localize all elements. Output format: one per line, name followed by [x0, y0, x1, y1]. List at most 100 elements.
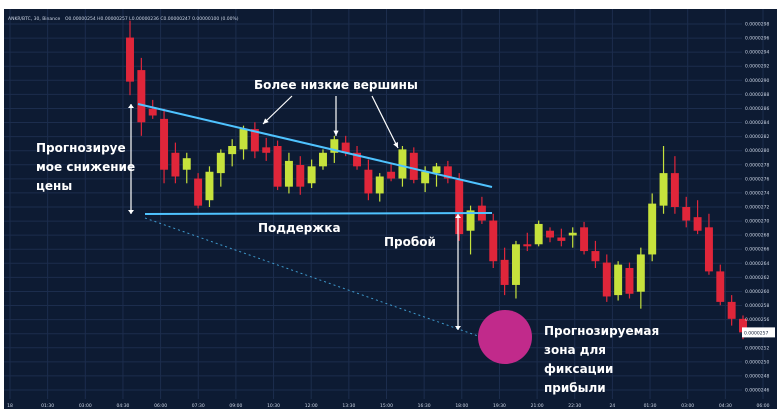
candle-body: [205, 171, 214, 201]
candle-body: [375, 176, 384, 194]
candle-bodies: [126, 37, 747, 333]
time-tick-label: 22:30: [568, 403, 581, 409]
candle-body: [262, 147, 271, 153]
candle-body: [239, 129, 248, 150]
candle-body: [353, 152, 362, 167]
candle-body: [739, 318, 747, 333]
overlays: [128, 95, 532, 364]
target-zone-label-line3: фиксации: [544, 362, 613, 376]
candle-body: [126, 37, 134, 82]
candle-body: [682, 207, 691, 221]
arrow-lower-high-1-head: [263, 118, 269, 124]
candle-body: [511, 244, 520, 285]
price-tick-label: 0.0000278: [745, 162, 769, 168]
time-tick-label: 03:00: [79, 403, 92, 409]
time-tick-label: 01:30: [644, 403, 657, 409]
candle-body: [591, 251, 600, 262]
time-tick-label: 21:00: [531, 403, 544, 409]
price-tick-label: 0.0000272: [745, 205, 769, 211]
time-tick-label: 10:30: [267, 403, 280, 409]
time-tick-label: 06:00: [154, 403, 167, 409]
price-tick-label: 0.0000276: [745, 176, 769, 182]
price-tick-label: 0.0000298: [745, 22, 769, 28]
price-tick-label: 0.0000262: [745, 275, 769, 281]
candle-body: [307, 166, 316, 184]
current-price-label: 0.0000257: [744, 330, 768, 336]
candle-body: [557, 237, 566, 241]
time-tick-label: 19:30: [493, 403, 506, 409]
target-measure-line-head: [455, 214, 461, 218]
arrow-lower-high-3-head: [393, 142, 398, 148]
candle-body: [546, 230, 554, 238]
arrow-lower-high-2-head: [333, 130, 339, 136]
candle-body: [137, 70, 146, 123]
candle-body: [704, 227, 713, 272]
price-tick-label: 0.0000264: [745, 261, 769, 267]
price-tick-label: 0.0000260: [745, 289, 769, 295]
lower-highs-label: Более низкие вершины: [254, 78, 418, 92]
drop-measure-line-head: [128, 104, 134, 108]
candle-body: [228, 146, 237, 155]
candle-body: [489, 220, 498, 262]
price-tick-label: 0.0000248: [745, 373, 769, 379]
candle-body: [319, 152, 327, 167]
arrow-lower-high-3: [371, 95, 399, 149]
price-tick-label: 0.0000256: [745, 317, 769, 323]
candle-body: [330, 139, 339, 153]
price-tick-label: 0.0000284: [745, 120, 769, 126]
predict-drop-label-line1: Прогнозируе: [36, 141, 126, 155]
candle-body: [171, 152, 180, 177]
candle-body: [443, 166, 452, 179]
candle-body: [648, 203, 657, 255]
time-tick-label: 13:30: [342, 403, 355, 409]
price-tick-label: 0.0000270: [745, 219, 769, 225]
candle-body: [273, 146, 282, 187]
candle-body: [500, 259, 509, 285]
candle-body: [432, 166, 441, 174]
candle-body: [659, 173, 668, 206]
price-tick-label: 0.0000268: [745, 233, 769, 239]
candle-body: [625, 268, 634, 294]
candle-body: [148, 108, 157, 116]
candle-body: [341, 142, 350, 153]
candle-body: [523, 244, 532, 247]
candle-body: [602, 262, 611, 297]
time-tick-label: 04:30: [719, 403, 732, 409]
predict-drop-label-line3: цены: [36, 179, 72, 193]
price-tick-label: 0.0000266: [745, 247, 769, 253]
candle-body: [580, 227, 589, 252]
price-tick-label: 0.0000250: [745, 359, 769, 365]
candle-body: [387, 171, 396, 179]
plot-area: [4, 9, 777, 409]
projection-dotted-line: [144, 217, 479, 337]
axes: 0.0000298 0.0000296 0.0000294 0.0000292 0.00…: [7, 22, 775, 409]
price-tick-label: 0.0000294: [745, 50, 769, 56]
candle-body: [568, 232, 577, 236]
support-label: Поддержка: [258, 221, 341, 235]
candle-body: [534, 223, 543, 245]
price-tick-label: 0.0000292: [745, 64, 769, 70]
drop-measure-line-head: [128, 210, 134, 214]
time-tick-label: 15:00: [380, 403, 393, 409]
current-price-tag: [742, 327, 775, 338]
target-zone-label-line4: прибыли: [544, 381, 606, 395]
candle-body: [409, 152, 418, 180]
predict-drop-label-line2: мое снижение: [36, 160, 135, 174]
time-tick-label: 12:00: [305, 403, 318, 409]
price-tick-label: 0.0000280: [745, 148, 769, 154]
time-tick-label: 18:00: [455, 403, 468, 409]
time-tick-label: 04:30: [116, 403, 129, 409]
time-tick-label: 07:30: [192, 403, 205, 409]
candle-body: [670, 173, 679, 207]
candle-body: [398, 149, 407, 179]
time-tick-label: 03:00: [681, 403, 694, 409]
symbol-header: ANKR/BTC, 30, Binance: [8, 16, 60, 22]
price-tick-label: 0.0000246: [745, 388, 769, 394]
candle-body: [160, 118, 169, 170]
price-tick-label: 0.0000296: [745, 36, 769, 42]
price-tick-label: 0.0000286: [745, 106, 769, 112]
text: ANKR/BTC, 30, Binance O0.00000254 H0.000…: [8, 16, 659, 395]
candle-body: [284, 160, 293, 187]
time-tick-label: 01:30: [41, 403, 54, 409]
